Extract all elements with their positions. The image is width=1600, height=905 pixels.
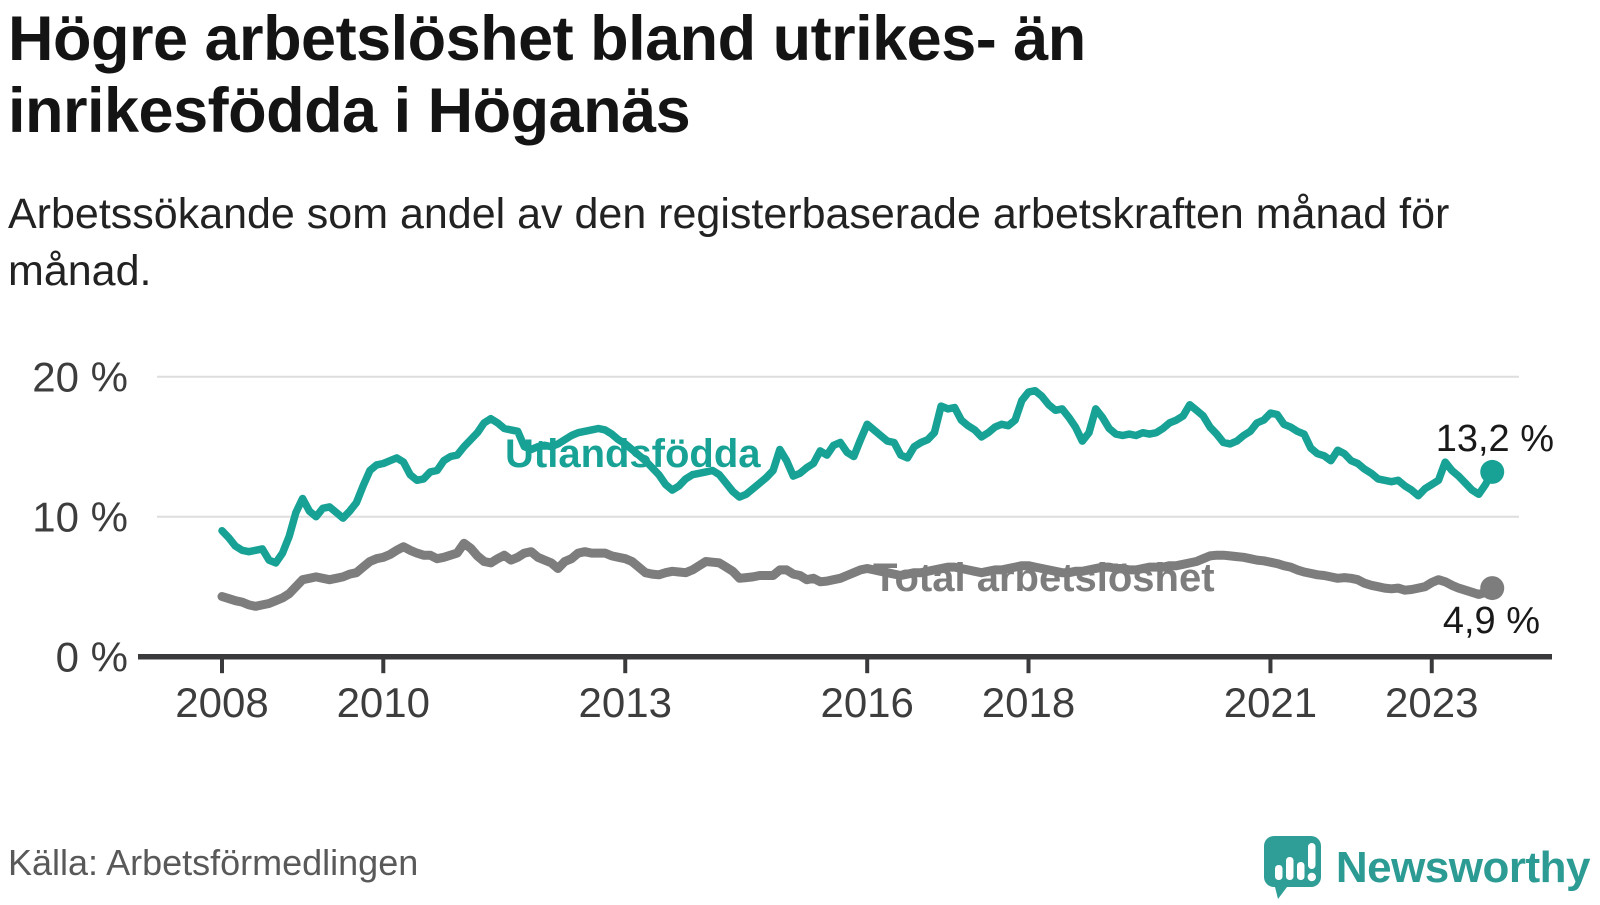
series-line-total — [217, 538, 1497, 611]
y-tick-label: 0 % — [56, 634, 128, 681]
x-tick-label: 2016 — [820, 679, 913, 726]
y-tick-label: 10 % — [32, 494, 128, 541]
x-tick-label: 2023 — [1385, 679, 1478, 726]
newsworthy-logo-icon — [1263, 836, 1321, 899]
chart-subtitle: Arbetssökande som andel av den registerb… — [8, 190, 1450, 295]
x-tick-label: 2021 — [1224, 679, 1317, 726]
series-end-value-utlandsfodda: 13,2 % — [1436, 418, 1554, 460]
x-tick-label: 2008 — [175, 679, 268, 726]
chart-title: Högre arbetslöshet bland utrikes- än inr… — [8, 4, 1086, 146]
newsworthy-wordmark: Newsworthy — [1335, 843, 1591, 892]
series-line-utlandsfodda — [218, 386, 1496, 567]
series-end-dot-utlandsfodda — [1480, 459, 1505, 484]
series-end-value-total: 4,9 % — [1443, 600, 1540, 642]
series-end-dot-total — [1480, 576, 1505, 601]
x-tick-label: 2018 — [982, 679, 1075, 726]
newsworthy-brand: Newsworthy — [1263, 836, 1591, 900]
x-tick-label: 2013 — [579, 679, 672, 726]
x-tick-label: 2010 — [337, 679, 430, 726]
series-label-total: Total arbetslöshet — [873, 556, 1215, 600]
source-note: Källa: Arbetsförmedlingen — [8, 842, 419, 883]
series-label-utlandsfodda: Utlandsfödda — [505, 432, 761, 476]
y-tick-label: 20 % — [32, 354, 128, 401]
